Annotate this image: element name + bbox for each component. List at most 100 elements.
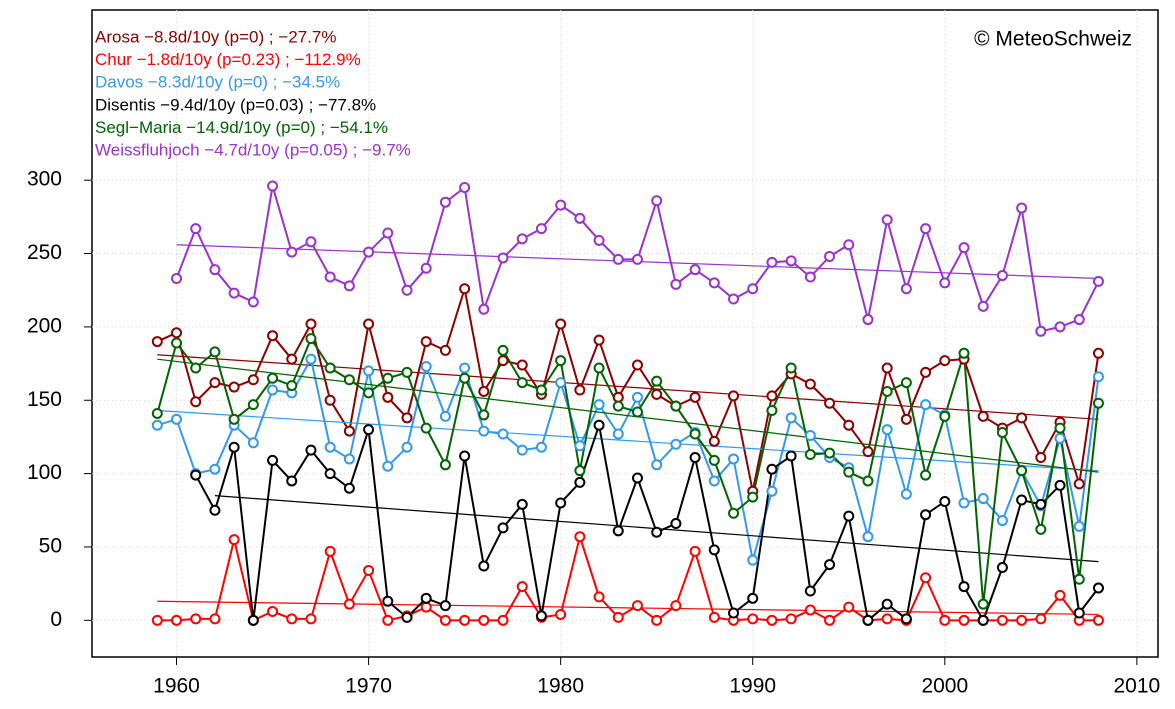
- point: [824, 559, 836, 571]
- point: [555, 199, 567, 211]
- point: [497, 252, 509, 264]
- point: [420, 601, 432, 613]
- point: [343, 280, 355, 292]
- trend-line: [157, 358, 1099, 473]
- point: [420, 592, 432, 604]
- point: [1073, 314, 1085, 326]
- y-tick-label: 50: [39, 535, 62, 558]
- point: [900, 377, 912, 389]
- point: [478, 614, 490, 626]
- point: [785, 255, 797, 267]
- point: [574, 465, 586, 477]
- point: [996, 515, 1008, 527]
- point: [209, 463, 221, 475]
- point: [190, 362, 202, 374]
- point: [574, 531, 586, 543]
- point: [804, 585, 816, 597]
- point: [324, 362, 336, 374]
- point: [497, 428, 509, 440]
- point: [670, 600, 682, 612]
- point: [555, 608, 567, 620]
- point: [286, 475, 298, 487]
- point: [612, 253, 624, 265]
- point: [766, 390, 778, 402]
- legend-entry: Davos −8.3d/10y (p=0) ; −34.5%: [95, 73, 340, 92]
- point: [1073, 520, 1085, 532]
- point: [171, 337, 183, 349]
- point: [670, 517, 682, 529]
- point: [824, 614, 836, 626]
- point: [151, 614, 163, 626]
- point: [977, 598, 989, 610]
- point: [708, 277, 720, 289]
- point: [881, 424, 893, 436]
- series-line: [156, 336, 1100, 605]
- point: [766, 463, 778, 475]
- point: [401, 284, 413, 296]
- x-tick-label: 1980: [537, 675, 584, 698]
- point: [804, 271, 816, 283]
- point: [920, 572, 932, 584]
- point: [151, 407, 163, 419]
- point: [228, 381, 240, 393]
- point: [1035, 523, 1047, 535]
- point: [612, 391, 624, 403]
- point: [996, 614, 1008, 626]
- point: [209, 613, 221, 625]
- point: [920, 223, 932, 235]
- point: [824, 397, 836, 409]
- point: [401, 366, 413, 378]
- point: [305, 236, 317, 248]
- point: [343, 374, 355, 386]
- point: [958, 242, 970, 254]
- point: [631, 600, 643, 612]
- point: [1073, 607, 1085, 619]
- point: [343, 425, 355, 437]
- point: [228, 534, 240, 546]
- point: [977, 493, 989, 505]
- point: [651, 614, 663, 626]
- legend-entry: Disentis −9.4d/10y (p=0.03) ; −77.8%: [95, 95, 376, 114]
- series-line: [156, 288, 1100, 492]
- point: [343, 453, 355, 465]
- point: [651, 526, 663, 538]
- plot-box: [91, 9, 1159, 658]
- point: [785, 450, 797, 462]
- point: [708, 454, 720, 466]
- point: [785, 362, 797, 374]
- point: [958, 497, 970, 509]
- legend-entry: Chur −1.8d/10y (p=0.23) ; −112.9%: [95, 50, 361, 69]
- point: [670, 278, 682, 290]
- point: [862, 614, 874, 626]
- point: [439, 410, 451, 422]
- point: [804, 429, 816, 441]
- point: [689, 428, 701, 440]
- point: [843, 419, 855, 431]
- point: [267, 330, 279, 342]
- point: [439, 614, 451, 626]
- point: [689, 264, 701, 276]
- y-tick-label: 100: [27, 461, 62, 484]
- point: [939, 355, 951, 367]
- point: [939, 614, 951, 626]
- point: [843, 510, 855, 522]
- point: [574, 440, 586, 452]
- series-line: [157, 533, 1099, 622]
- point: [593, 334, 605, 346]
- point: [228, 441, 240, 453]
- point: [209, 346, 221, 358]
- point: [708, 475, 720, 487]
- point: [881, 385, 893, 397]
- point: [689, 545, 701, 557]
- point: [459, 372, 471, 384]
- point: [920, 509, 932, 521]
- point: [766, 485, 778, 497]
- point: [631, 391, 643, 403]
- point: [593, 591, 605, 603]
- point: [516, 581, 528, 593]
- point: [171, 327, 183, 339]
- point: [420, 336, 432, 348]
- point: [324, 394, 336, 406]
- point: [516, 377, 528, 389]
- point: [843, 601, 855, 613]
